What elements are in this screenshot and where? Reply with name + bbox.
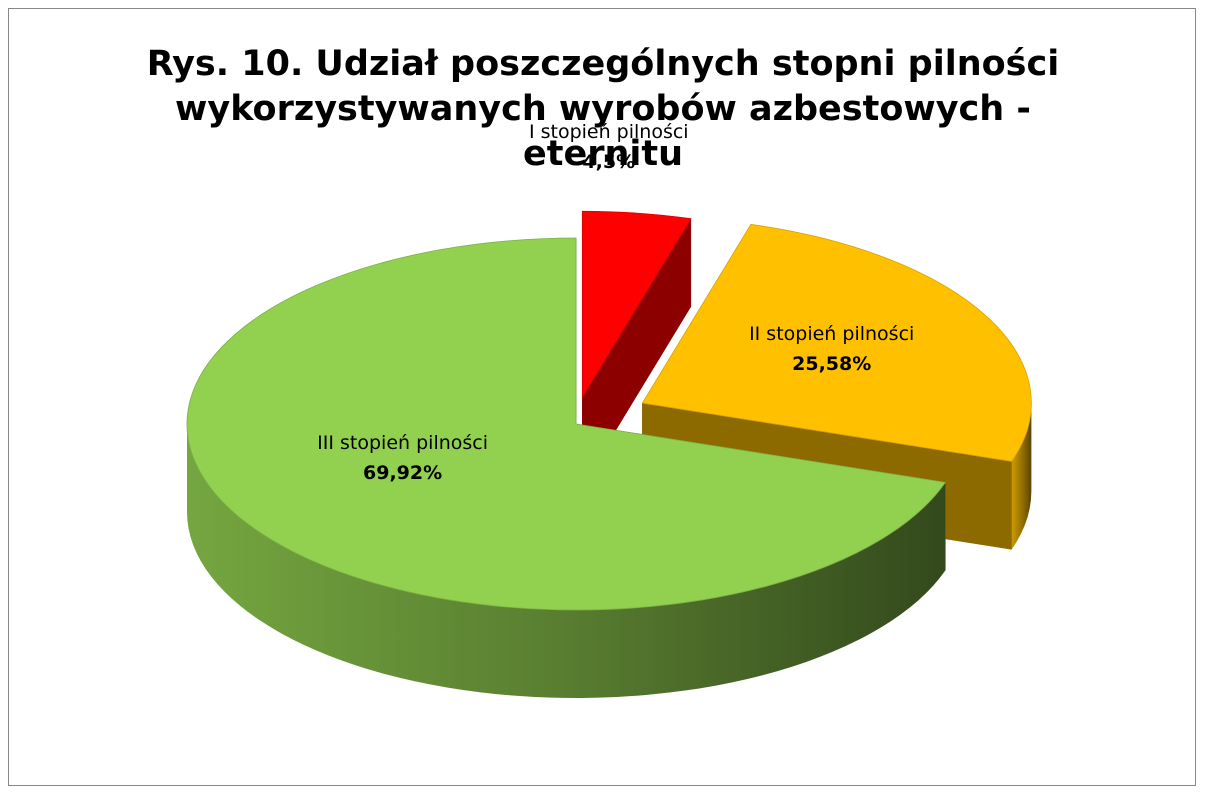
slice-label: II stopień pilności (749, 323, 914, 345)
slice-wall (1011, 403, 1032, 550)
chart-border (8, 8, 1196, 786)
slice-label: I stopień pilności (529, 121, 689, 143)
slice-value-label: 25,58% (792, 353, 871, 375)
slice (581, 210, 692, 399)
chart-title: Rys. 10. Udział poszczególnych stopni pi… (146, 44, 1060, 174)
slice (641, 223, 1032, 462)
slice-value-label: 4,5% (582, 151, 635, 173)
slice (186, 237, 947, 611)
slice-wall (187, 424, 946, 698)
slice-value-label: 69,92% (363, 462, 442, 484)
slice-label: III stopień pilności (317, 432, 488, 454)
